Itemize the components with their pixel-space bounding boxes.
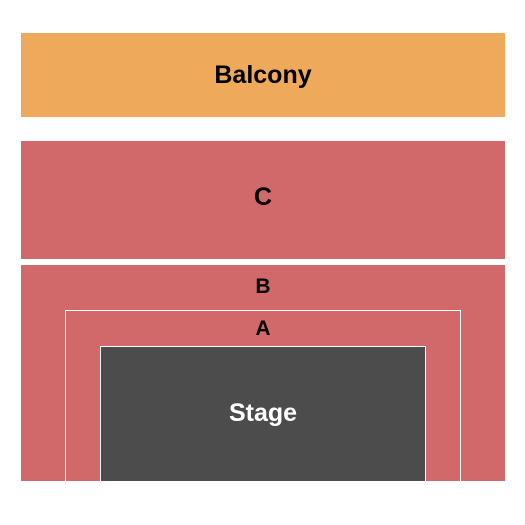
section-label: B [21,275,505,299]
section-label: C [21,183,505,212]
seating-chart: Balcony C B A Stage [0,0,525,525]
section-label: A [66,317,460,341]
section-label: Balcony [21,61,505,90]
section-c[interactable]: C [20,140,506,260]
section-stage[interactable]: Stage [100,346,426,482]
section-balcony[interactable]: Balcony [20,32,506,118]
section-label: Stage [101,399,425,428]
